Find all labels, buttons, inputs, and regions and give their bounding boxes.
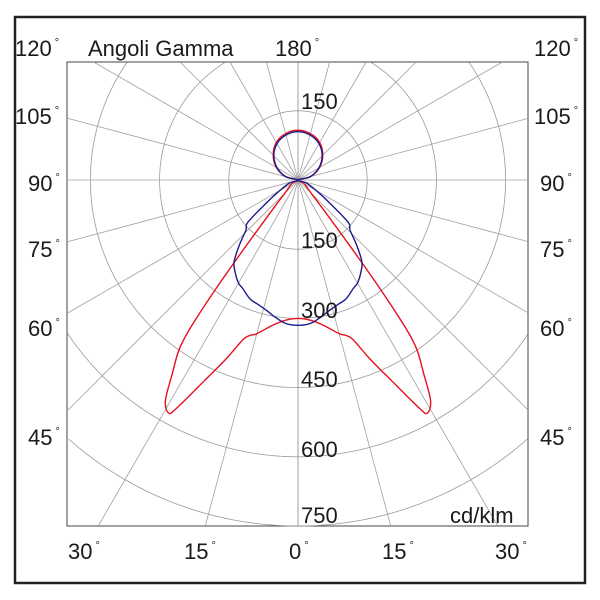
grid-radial-line-60 bbox=[297, 179, 529, 314]
angle-label-bottom-15-left: 15 ° bbox=[184, 539, 216, 564]
grid-radial-line-120 bbox=[297, 61, 503, 181]
grid-radial-line-15 bbox=[297, 179, 392, 527]
angle-label-left-75: 75 ° bbox=[28, 237, 60, 262]
angle-label-left-105: 105 ° bbox=[15, 104, 59, 129]
angle-label-bottom-30-left: 30 ° bbox=[68, 539, 100, 564]
grid-radial-line-150 bbox=[297, 61, 367, 181]
radial-label-150-upper: 150 bbox=[301, 89, 338, 114]
intensity-curve-1 bbox=[233, 130, 363, 327]
grid-radial-line-330 bbox=[97, 179, 299, 527]
angle-label-right-60: 60 ° bbox=[540, 316, 572, 341]
grid-radial-line-315 bbox=[66, 179, 299, 412]
angle-label-right-120: 120 ° bbox=[534, 36, 578, 61]
radial-label-450: 450 bbox=[301, 367, 338, 392]
unit-label: cd/klm bbox=[450, 503, 514, 528]
grid-circle-300 bbox=[159, 62, 437, 319]
angle-label-bottom-30-right: 30 ° bbox=[495, 539, 527, 564]
angle-label-top-180: 180 ° bbox=[275, 36, 319, 61]
radial-label-750: 750 bbox=[301, 503, 338, 528]
angle-label-bottom-15-right: 15 ° bbox=[382, 539, 414, 564]
grid-radial-line-240 bbox=[93, 61, 299, 181]
grid-radial-line-135 bbox=[297, 61, 417, 181]
grid-radial-line-75 bbox=[297, 179, 529, 243]
polar-grid bbox=[66, 61, 529, 527]
chart-title: Angoli Gamma bbox=[88, 36, 234, 61]
angle-label-right-105: 105 ° bbox=[534, 104, 578, 129]
grid-radial-line-300 bbox=[66, 179, 299, 314]
angle-label-bottom-0: 0 ° bbox=[289, 539, 309, 564]
grid-radial-line-345 bbox=[204, 179, 299, 527]
grid-radial-line-195 bbox=[265, 61, 299, 181]
angle-label-left-45: 45 ° bbox=[28, 425, 60, 450]
angle-label-right-75: 75 ° bbox=[540, 237, 572, 262]
grid-radial-line-255 bbox=[66, 117, 299, 181]
grid-radial-line-210 bbox=[229, 61, 299, 181]
angle-label-left-90: 90 ° bbox=[28, 171, 60, 196]
grid-circle-450 bbox=[89, 62, 507, 388]
grid-radial-line-30 bbox=[297, 179, 499, 527]
grid-radial-line-285 bbox=[66, 179, 299, 243]
angle-label-left-60: 60 ° bbox=[28, 316, 60, 341]
intensity-curves bbox=[164, 129, 432, 415]
grid-circle-600 bbox=[66, 332, 528, 458]
angle-label-left-120: 120 ° bbox=[15, 36, 59, 61]
grid-radial-line-165 bbox=[297, 61, 331, 181]
grid-radial-line-105 bbox=[297, 117, 529, 181]
radial-label-150: 150 bbox=[301, 228, 338, 253]
radial-label-600: 600 bbox=[301, 437, 338, 462]
intensity-curve-0 bbox=[164, 129, 432, 415]
radial-label-300: 300 bbox=[301, 298, 338, 323]
grid-circle-750 bbox=[68, 438, 528, 527]
angle-label-right-90: 90 ° bbox=[540, 171, 572, 196]
grid-radial-line-225 bbox=[179, 61, 299, 181]
angle-label-right-45: 45 ° bbox=[540, 425, 572, 450]
grid-radial-line-45 bbox=[297, 179, 529, 411]
